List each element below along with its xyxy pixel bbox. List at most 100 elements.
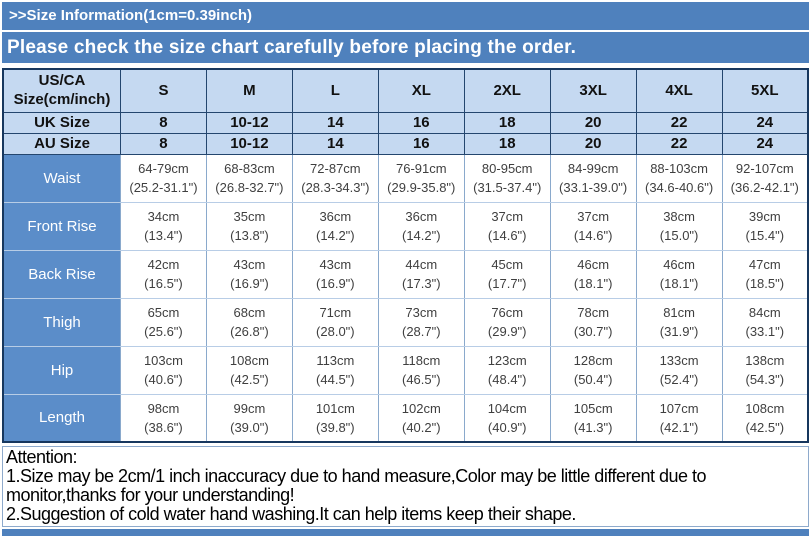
inch-value: (33.1-39.0") xyxy=(559,180,628,195)
uk-size-row: UK Size 8 10-12 14 16 18 20 22 24 xyxy=(2,111,809,134)
measurement-cell: 113cm (44.5") xyxy=(291,345,379,395)
cm-value: 88-103cm xyxy=(650,161,708,176)
cm-value: 36cm xyxy=(319,209,352,224)
measurement-cell: 42cm (16.5") xyxy=(120,249,207,299)
measurement-cell: 103cm (40.6") xyxy=(120,345,207,395)
inch-value: (16.9") xyxy=(316,276,355,291)
uk-size-label: UK Size xyxy=(2,111,121,134)
cm-value: 72-87cm xyxy=(310,161,361,176)
inch-value: (26.8") xyxy=(230,324,269,339)
measurement-cell: 84-99cm (33.1-39.0") xyxy=(549,153,637,203)
cm-value: 42cm xyxy=(147,257,180,272)
inch-value: (18.5") xyxy=(745,276,785,291)
size-header-row: US/CA Size(cm/inch) S M L XL 2XL 3XL 4XL… xyxy=(2,68,809,113)
measurement-cell: 92-107cm (36.2-42.1") xyxy=(721,153,809,203)
size-column-header: XL xyxy=(377,68,465,113)
measurement-cell: 128cm (50.4") xyxy=(549,345,637,395)
measurement-cell: 68cm (26.8") xyxy=(205,297,293,347)
measurement-cell: 81cm (31.9") xyxy=(635,297,723,347)
measurement-cell: 36cm (14.2") xyxy=(291,201,379,251)
size-column-header: 4XL xyxy=(635,68,723,113)
corner-header: US/CA Size(cm/inch) xyxy=(2,68,121,113)
cm-value: 133cm xyxy=(659,353,699,368)
inch-value: (25.6") xyxy=(144,324,183,339)
back-rise-row: Back Rise 42cm (16.5") 43cm (16.9") 43cm (1… xyxy=(2,249,809,299)
cm-value: 102cm xyxy=(401,400,441,416)
measurement-cell: 78cm (30.7") xyxy=(549,297,637,347)
measurement-cell: 73cm (28.7") xyxy=(377,297,465,347)
au-size-row: AU Size 8 10-12 14 16 18 20 22 24 xyxy=(2,132,809,155)
inch-value: (29.9") xyxy=(487,324,527,339)
cm-value: 113cm xyxy=(316,353,355,368)
cm-value: 35cm xyxy=(233,209,266,224)
cm-value: 68-83cm xyxy=(224,161,275,176)
inch-value: (28.0") xyxy=(316,324,355,339)
measurement-cell: 102cm (40.2") xyxy=(377,393,465,443)
measurement-cell: 76cm (29.9") xyxy=(463,297,551,347)
cm-value: 105cm xyxy=(573,400,613,416)
inch-value: (52.4") xyxy=(659,372,699,387)
cm-value: 80-95cm xyxy=(481,161,533,176)
cm-value: 108cm xyxy=(229,353,269,368)
cm-value: 108cm xyxy=(745,400,785,416)
front-rise-label: Front Rise xyxy=(2,201,121,251)
size-information-title: >>Size Information(1cm=0.39inch) xyxy=(9,7,252,24)
cm-value: 103cm xyxy=(143,353,183,368)
measurement-cell: 37cm (14.6") xyxy=(463,201,551,251)
inch-value: (15.4") xyxy=(745,228,785,243)
cm-value: 64-79cm xyxy=(138,161,189,176)
inch-value: (50.4") xyxy=(573,372,613,387)
inch-value: (41.3") xyxy=(573,419,613,435)
front-rise-row: Front Rise 34cm (13.4") 35cm (13.8") 36cm (… xyxy=(2,201,809,251)
thigh-row: Thigh 65cm (25.6") 68cm (26.8") 71cm (28.0"… xyxy=(2,297,809,347)
cm-value: 99cm xyxy=(233,400,266,416)
measurement-cell: 39cm (15.4") xyxy=(721,201,809,251)
size-column-header: M xyxy=(205,68,293,113)
inch-value: (26.8-32.7") xyxy=(215,180,284,195)
thigh-label: Thigh xyxy=(2,297,121,347)
inch-value: (17.3") xyxy=(401,276,441,291)
cm-value: 65cm xyxy=(147,305,180,320)
cm-value: 92-107cm xyxy=(735,161,794,176)
measurement-cell: 118cm (46.5") xyxy=(377,345,465,395)
measurement-cell: 43cm (16.9") xyxy=(205,249,293,299)
cm-value: 47cm xyxy=(748,257,781,272)
measurement-cell: 47cm (18.5") xyxy=(721,249,809,299)
measurement-cell: 44cm (17.3") xyxy=(377,249,465,299)
cm-value: 36cm xyxy=(405,209,438,224)
inch-value: (38.6") xyxy=(144,419,183,435)
attention-title: Attention: xyxy=(6,447,78,467)
cm-value: 76-91cm xyxy=(395,161,447,176)
cm-value: 44cm xyxy=(405,257,438,272)
measurement-cell: 45cm (17.7") xyxy=(463,249,551,299)
uk-size-cell: 10-12 xyxy=(205,111,293,134)
measurement-cell: 104cm (40.9") xyxy=(463,393,551,443)
measurement-cell: 105cm (41.3") xyxy=(549,393,637,443)
uk-size-cell: 16 xyxy=(377,111,465,134)
cm-value: 76cm xyxy=(491,305,524,320)
measurement-cell: 76-91cm (29.9-35.8") xyxy=(377,153,465,203)
inch-value: (46.5") xyxy=(401,372,441,387)
measurement-cell: 72-87cm (28.3-34.3") xyxy=(291,153,379,203)
measurement-cell: 80-95cm (31.5-37.4") xyxy=(463,153,551,203)
hip-label: Hip xyxy=(2,345,121,395)
au-size-cell: 24 xyxy=(721,132,809,155)
measurement-cell: 108cm (42.5") xyxy=(205,345,293,395)
uk-size-cell: 14 xyxy=(291,111,379,134)
inch-value: (28.3-34.3") xyxy=(301,180,370,195)
inch-value: (16.9") xyxy=(230,276,269,291)
inch-value: (17.7") xyxy=(487,276,527,291)
uk-size-cell: 8 xyxy=(120,111,207,134)
cm-value: 107cm xyxy=(659,400,699,416)
au-size-cell: 20 xyxy=(549,132,637,155)
measurement-cell: 46cm (18.1") xyxy=(635,249,723,299)
inch-value: (42.5") xyxy=(230,372,269,387)
inch-value: (48.4") xyxy=(487,372,527,387)
measurement-cell: 84cm (33.1") xyxy=(721,297,809,347)
uk-size-cell: 18 xyxy=(463,111,551,134)
measurement-cell: 133cm (52.4") xyxy=(635,345,723,395)
check-size-chart-text: Please check the size chart carefully be… xyxy=(7,37,577,58)
measurement-cell: 71cm (28.0") xyxy=(291,297,379,347)
inch-value: (36.2-42.1") xyxy=(730,180,799,195)
